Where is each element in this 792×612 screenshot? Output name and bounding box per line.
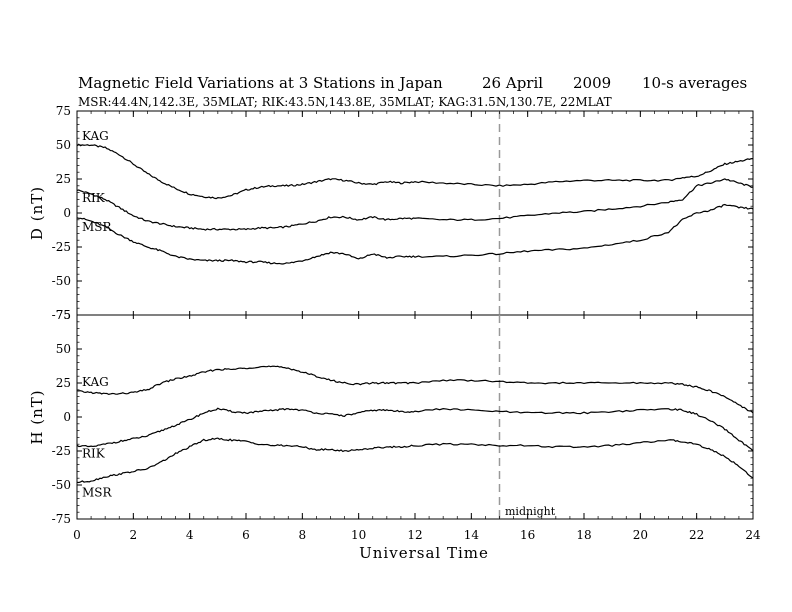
y-tick-label: -50 (52, 478, 71, 492)
y-axis-label: H (nT) (28, 389, 46, 444)
y-tick-label: 25 (56, 172, 71, 186)
x-tick-label: 18 (576, 528, 591, 542)
x-tick-label: 24 (745, 528, 761, 542)
panel-frame (76, 110, 754, 316)
y-tick-label: 0 (63, 410, 71, 424)
chart-title: Magnetic Field Variations at 3 Stations … (78, 74, 443, 92)
y-tick-label: -25 (52, 240, 71, 254)
y-tick-label: -50 (52, 274, 71, 288)
midnight-annotation: midnight (505, 505, 556, 518)
x-tick-label: 8 (299, 528, 307, 542)
chart-year: 2009 (573, 74, 611, 92)
series-label-kag: KAG (82, 129, 109, 143)
y-tick-label: -25 (52, 444, 71, 458)
x-axis-ticks: 0 2 4 6 8 10 12 14 16 18 20 22 24 (73, 111, 761, 542)
series-label-msr: MSR (82, 485, 113, 499)
y-tick-label: 50 (56, 138, 71, 152)
y-tick-label: 75 (56, 308, 71, 322)
series-line-h-msr (76, 437, 754, 484)
chart-date: 26 April (482, 74, 543, 92)
y-tick-label: 25 (56, 376, 71, 390)
x-tick-label: 16 (520, 528, 535, 542)
x-tick-label: 22 (689, 528, 704, 542)
x-tick-label: 2 (130, 528, 138, 542)
panel-frame (76, 314, 754, 520)
series-line-d-msr (76, 203, 754, 265)
series-line-h-kag (76, 365, 754, 414)
series-label-kag: KAG (82, 375, 109, 389)
x-tick-label: 6 (242, 528, 250, 542)
y-tick-label: 75 (56, 104, 71, 118)
chart-stations: MSR:44.4N,142.3E, 35MLAT; RIK:43.5N,143.… (78, 95, 612, 109)
y-tick-label: -75 (52, 308, 71, 322)
series-line-d-rik (76, 178, 754, 231)
x-tick-label: 12 (407, 528, 422, 542)
d-panel: 75 50 25 0 -25 -50 -75 D (nT) KAG RIK MSR (28, 104, 754, 322)
x-axis-label: Universal Time (359, 544, 489, 562)
series-label-rik: RIK (82, 191, 106, 205)
x-tick-label: 14 (464, 528, 480, 542)
x-tick-label: 4 (186, 528, 194, 542)
x-tick-label: 0 (73, 528, 81, 542)
chart-averaging: 10-s averages (642, 74, 747, 92)
series-label-rik: RIK (82, 447, 106, 461)
series-label-msr: MSR (82, 220, 113, 234)
y-axis-label: D (nT) (28, 186, 46, 240)
series-line-h-rik (76, 407, 754, 452)
y-tick-label: 0 (63, 206, 71, 220)
x-tick-label: 10 (351, 528, 366, 542)
x-tick-label: 20 (633, 528, 648, 542)
series-line-d-kag (76, 143, 754, 200)
y-tick-label: 50 (56, 342, 71, 356)
y-tick-label: -75 (52, 512, 71, 526)
h-panel: 75 50 25 0 -25 -50 -75 H (nT) KAG RIK MSR (28, 308, 754, 526)
